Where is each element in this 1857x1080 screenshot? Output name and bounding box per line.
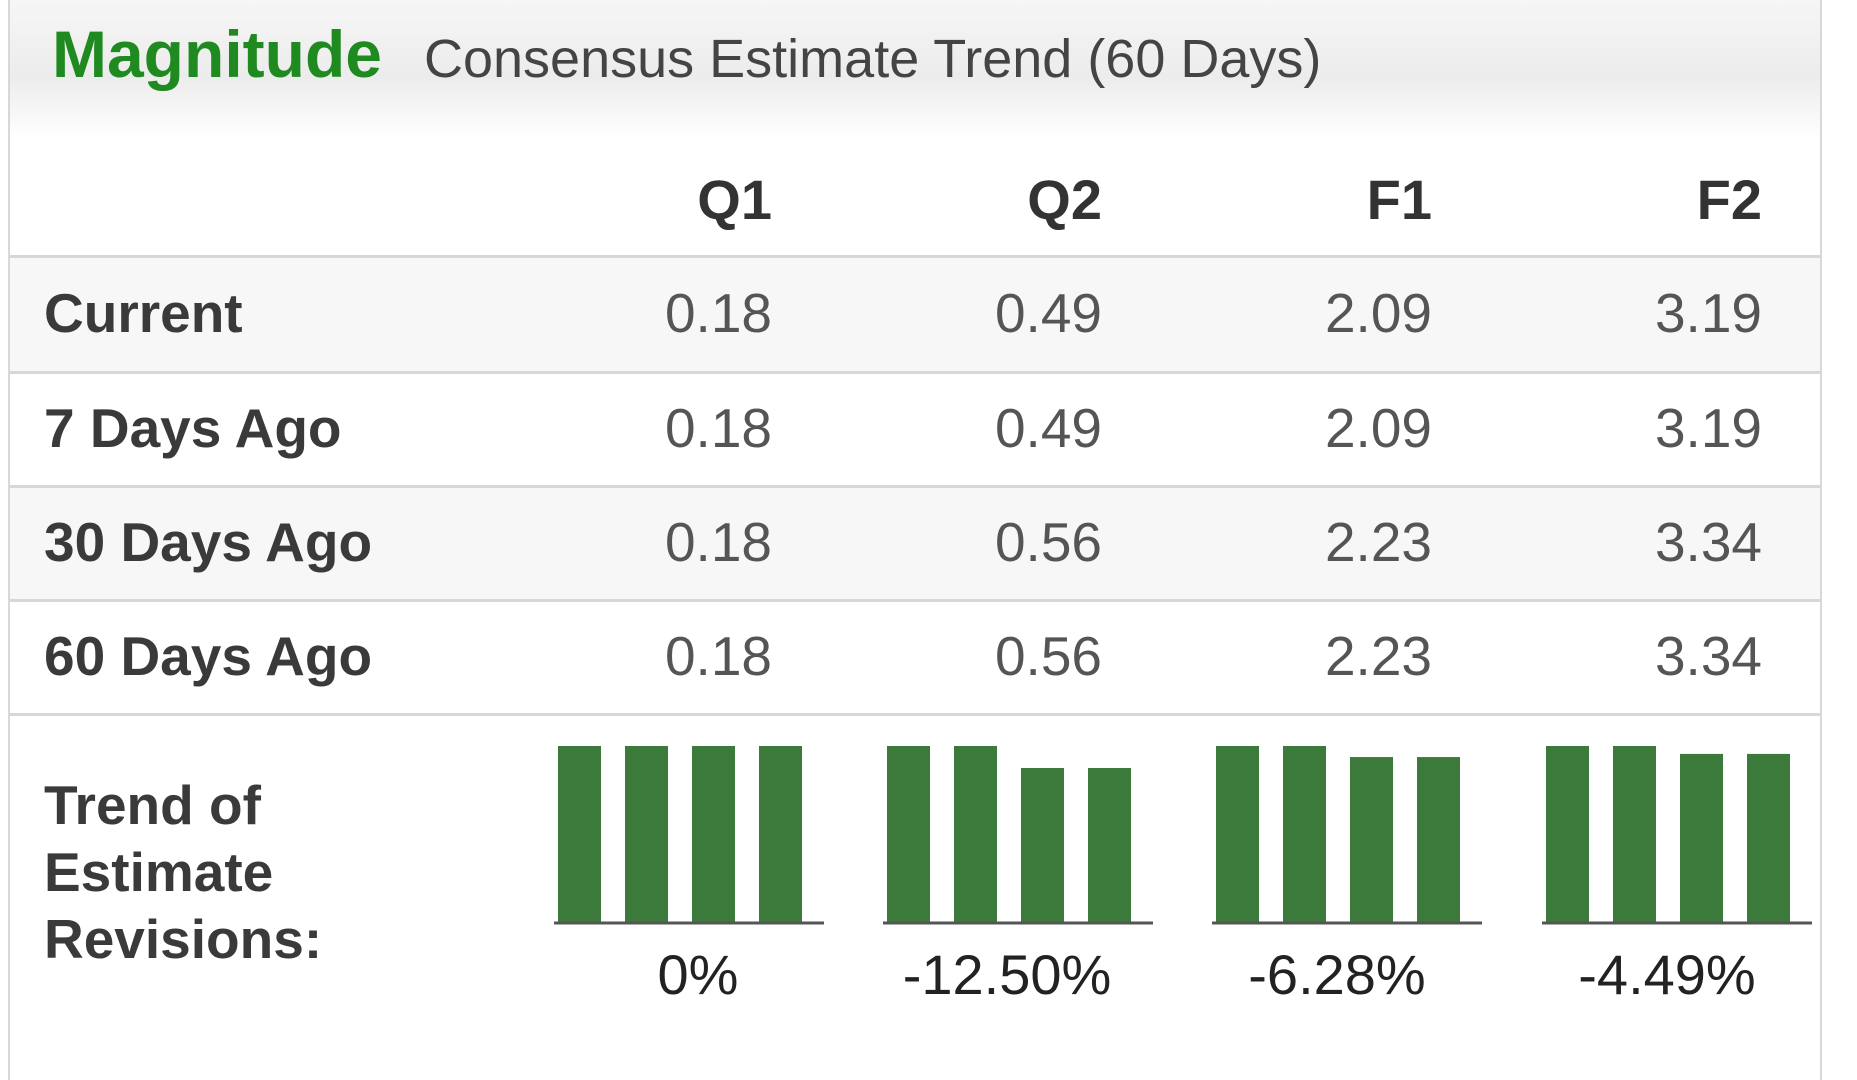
trend-bar-f2-2	[1613, 746, 1656, 922]
trend-label-line-1: Trend of	[44, 774, 261, 836]
cell-7days-q2: 0.49	[994, 397, 1102, 459]
panel-header: Magnitude Consensus Estimate Trend (60 D…	[10, 0, 1820, 140]
trend-bar-f2-4	[1747, 753, 1790, 922]
cell-current-f1: 2.09	[1324, 282, 1432, 344]
trend-label-line-3: Revisions:	[44, 908, 323, 970]
divider-1	[10, 371, 1820, 374]
trend-bar-f1-3	[1350, 757, 1393, 922]
trend-percent-f2: -4.49%	[1578, 943, 1756, 1006]
trend-bar-q1-1	[558, 746, 601, 922]
trend-bar-f1-2	[1283, 746, 1326, 922]
trend-bar-charts	[552, 736, 1812, 926]
row-label-current: Current	[44, 282, 243, 344]
row-label-60-days-ago: 60 Days Ago	[44, 625, 373, 687]
trend-bar-q1-2	[625, 746, 668, 922]
cell-current-f2: 3.19	[1654, 282, 1762, 344]
trend-bar-f2-3	[1680, 753, 1723, 922]
cell-7days-f2: 3.19	[1654, 397, 1762, 459]
trend-bar-f1-1	[1216, 746, 1259, 922]
cell-7days-q1: 0.18	[664, 397, 772, 459]
cell-30days-q2: 0.56	[994, 511, 1102, 573]
trend-bar-q1-3	[692, 746, 735, 922]
trend-bar-q2-3	[1021, 768, 1064, 922]
column-header-f2: F2	[1696, 168, 1762, 231]
cell-30days-f2: 3.34	[1654, 511, 1762, 573]
column-header-f1: F1	[1366, 168, 1432, 231]
brand-title: Magnitude	[52, 17, 382, 91]
divider-header	[10, 255, 1820, 258]
column-header-q1: Q1	[697, 168, 772, 231]
cell-30days-q1: 0.18	[664, 511, 772, 573]
trend-label-line-2: Estimate	[44, 841, 274, 903]
column-header-q2: Q2	[1027, 168, 1102, 231]
row-bg-current	[10, 258, 1820, 371]
cell-60days-f2: 3.34	[1654, 625, 1762, 687]
cell-30days-f1: 2.23	[1324, 511, 1432, 573]
panel-subtitle: Consensus Estimate Trend (60 Days)	[424, 29, 1322, 89]
row-label-7-days-ago: 7 Days Ago	[44, 397, 342, 459]
divider-3	[10, 599, 1820, 602]
divider-2	[10, 485, 1820, 488]
cell-60days-q2: 0.56	[994, 625, 1102, 687]
trend-bar-q2-4	[1088, 768, 1131, 922]
divider-4	[10, 713, 1820, 716]
row-bg-30days	[10, 487, 1820, 600]
trend-percent-q2: -12.50%	[902, 943, 1112, 1006]
cell-60days-q1: 0.18	[664, 625, 772, 687]
trend-percent-f1: -6.28%	[1248, 943, 1426, 1006]
trend-bar-q2-1	[887, 746, 930, 922]
cell-current-q2: 0.49	[994, 282, 1102, 344]
trend-bar-q1-4	[759, 746, 802, 922]
trend-percent-q1: 0%	[657, 943, 739, 1006]
trend-label: Trend of Estimate Revisions:	[44, 772, 404, 973]
consensus-estimate-panel: Magnitude Consensus Estimate Trend (60 D…	[8, 0, 1822, 1080]
trend-bar-f1-4	[1417, 757, 1460, 922]
trend-bar-f2-1	[1546, 746, 1589, 922]
cell-60days-f1: 2.23	[1324, 625, 1432, 687]
trend-bar-q2-2	[954, 746, 997, 922]
cell-current-q1: 0.18	[664, 282, 772, 344]
row-label-30-days-ago: 30 Days Ago	[44, 511, 373, 573]
cell-7days-f1: 2.09	[1324, 397, 1432, 459]
